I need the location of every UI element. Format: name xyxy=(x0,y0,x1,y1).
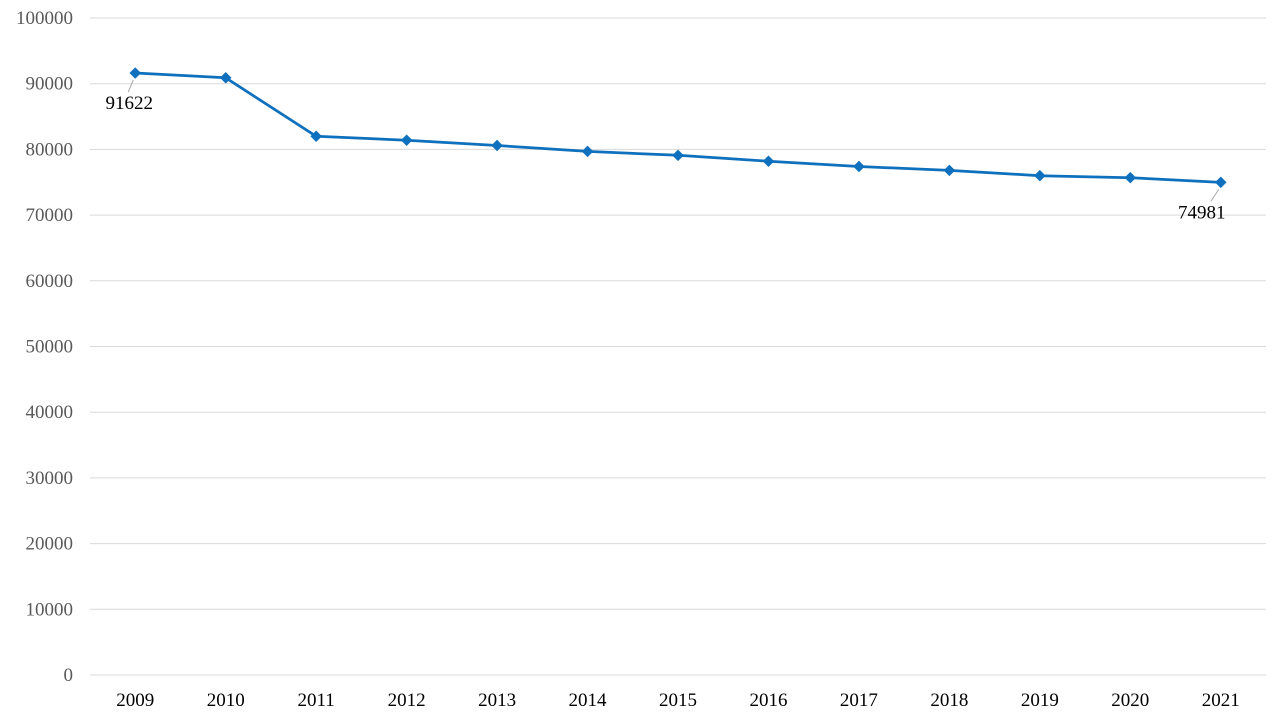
x-tick-label: 2010 xyxy=(207,690,245,711)
data-point-marker xyxy=(1033,169,1046,182)
x-tick-label: 2013 xyxy=(478,690,516,711)
y-tick-label: 0 xyxy=(64,665,74,686)
y-tick-label: 70000 xyxy=(26,205,74,226)
series xyxy=(129,67,1227,189)
x-tick-label: 2014 xyxy=(569,690,608,711)
y-tick-label: 40000 xyxy=(26,402,74,423)
data-label: 91622 xyxy=(105,93,153,114)
gridlines xyxy=(90,17,1266,610)
data-label-leader-line xyxy=(127,79,134,93)
data-point-marker xyxy=(400,134,413,147)
data-point-marker xyxy=(1214,176,1227,189)
data-point-marker xyxy=(672,149,684,162)
y-tick-label: 80000 xyxy=(26,139,74,160)
data-point-marker xyxy=(1124,171,1137,184)
data-point-marker xyxy=(219,71,232,84)
y-tick-label: 20000 xyxy=(26,534,74,555)
x-tick-label: 2015 xyxy=(659,690,697,711)
x-tick-label: 2018 xyxy=(930,690,968,711)
data-point-marker xyxy=(581,145,594,158)
data-point-marker xyxy=(853,160,865,173)
data-point-marker xyxy=(491,139,503,152)
x-tick-label: 2016 xyxy=(749,690,787,711)
data-labels: 91622 74981 xyxy=(105,79,1226,223)
data-point-marker xyxy=(310,130,323,143)
y-tick-label: 50000 xyxy=(26,337,74,358)
y-tick-label: 60000 xyxy=(26,271,74,292)
data-point-marker xyxy=(943,164,956,177)
series-line xyxy=(133,71,1223,184)
x-tick-label: 2017 xyxy=(840,690,878,711)
y-tick-label: 30000 xyxy=(26,468,74,489)
data-label-leader-line xyxy=(1210,189,1220,202)
y-tick-label: 100000 xyxy=(16,8,73,29)
y-tick-label: 90000 xyxy=(26,74,74,95)
data-point-marker xyxy=(129,67,142,79)
y-axis-tick-labels: 0 10000 20000 30000 40000 50000 60000 70000 8000… xyxy=(16,8,73,686)
x-tick-label: 2009 xyxy=(116,690,154,711)
data-label: 74981 xyxy=(1178,202,1226,223)
x-tick-label: 2019 xyxy=(1021,690,1059,711)
x-axis-tick-labels: 2009 2010 2011 2012 2013 2014 2015 2016 2017 2018… xyxy=(116,690,1240,711)
x-tick-label: 2011 xyxy=(298,690,335,711)
data-point-marker xyxy=(762,155,775,168)
x-tick-label: 2020 xyxy=(1111,690,1149,711)
y-tick-label: 10000 xyxy=(26,599,74,620)
x-tick-label: 2012 xyxy=(388,690,426,711)
x-tick-label: 2021 xyxy=(1202,690,1240,711)
